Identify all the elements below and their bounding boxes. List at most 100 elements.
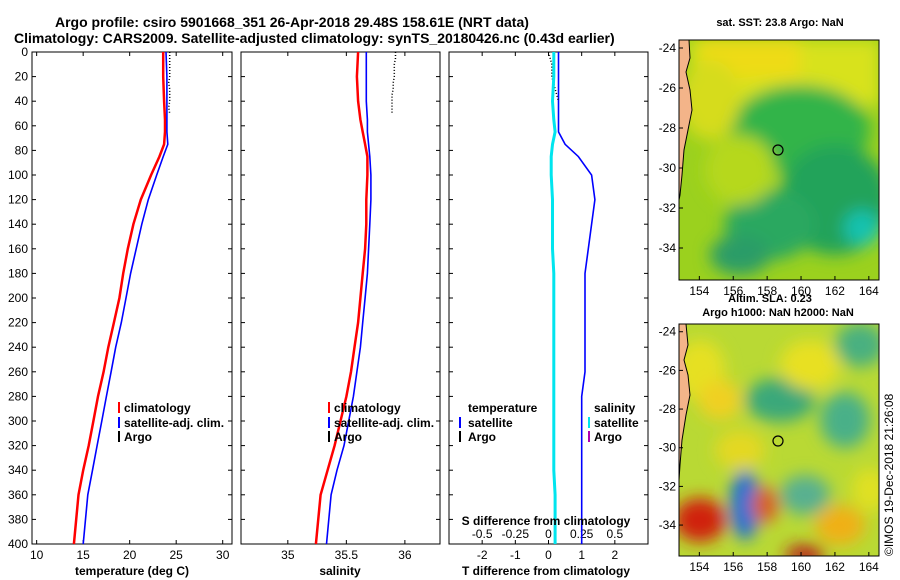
sst-land (679, 40, 692, 200)
map-xtick-label: 158 (757, 284, 777, 298)
map-ytick-label: -28 (659, 402, 677, 416)
xtick-label: 2 (611, 548, 618, 562)
ytick-label: 120 (8, 193, 28, 207)
ytick-label: 200 (8, 291, 28, 305)
xtick-label: 20 (123, 548, 137, 562)
map-ytick-label: -28 (659, 121, 677, 135)
map-xtick-label: 154 (689, 284, 709, 298)
xtick2-label: 0.5 (606, 527, 623, 541)
legend-label-argo: Argo (334, 430, 362, 444)
legend-label-s-satellite: satellite (594, 416, 639, 430)
sst-argo-marker (772, 144, 784, 156)
legend-label-argo: Argo (124, 430, 152, 444)
legend-label-climatology: climatology (124, 401, 191, 415)
series-line-argo (391, 52, 397, 114)
legend-label-satellite: satellite-adj. clim. (334, 416, 434, 430)
sst-map-ticks: 154 156 158 160 162 164 -24 -26 -28 -30 -32 -34 (659, 41, 880, 298)
map-ytick-label: -30 (659, 161, 677, 175)
map-ytick-label: -34 (659, 241, 677, 255)
sst-map-title: sat. SST: 23.8 Argo: NaN (716, 17, 843, 29)
ytick-label: 400 (8, 537, 28, 551)
ytick-label: 100 (8, 168, 28, 182)
map-xtick-label: 162 (825, 560, 845, 574)
map-ytick-label: -26 (659, 81, 677, 95)
map-xtick-label: 156 (723, 560, 743, 574)
sla-argo-marker (772, 435, 784, 447)
ytick-label: 380 (8, 512, 28, 526)
ytick-label: 0 (21, 45, 28, 59)
series-line-salinity-satellite (549, 52, 557, 544)
legend-label-climatology: climatology (334, 401, 401, 415)
map-ytick-label: -26 (659, 363, 677, 377)
salinity-series (314, 51, 397, 545)
xtick-label: 15 (76, 548, 90, 562)
ytick-label: 260 (8, 365, 28, 379)
sst-coastline (679, 40, 693, 201)
ytick-label: 180 (8, 266, 28, 280)
xtick2-label: 0 (545, 527, 552, 541)
ytick-label: 300 (8, 414, 28, 428)
map-ytick-label: -24 (659, 325, 677, 339)
xtick-label: 35.5 (335, 548, 359, 562)
ytick-label: 240 (8, 340, 28, 354)
difference-panel-frame (448, 51, 649, 545)
sst-map (679, 40, 879, 280)
map-xtick-label: 160 (791, 284, 811, 298)
map-ytick-label: -34 (659, 518, 677, 532)
series-line-temperature-satellite (557, 52, 596, 544)
ytick-label: 220 (8, 316, 28, 330)
ytick-label: 320 (8, 439, 28, 453)
series-line-climatology (72, 52, 167, 545)
legend-label-t-satellite: satellite (468, 416, 513, 430)
map-xtick-label: 164 (859, 560, 879, 574)
xtick-label: 25 (170, 548, 184, 562)
xtick-label: 0 (545, 548, 552, 562)
map-xtick-label: 154 (689, 560, 709, 574)
sla-coastline (679, 324, 691, 481)
sla-map-frame (678, 323, 880, 557)
ytick-label: 20 (15, 70, 29, 84)
salinity-legend: climatology satellite-adj. clim. Argo (328, 401, 434, 444)
xtick-label: -2 (477, 548, 488, 562)
sla-map-title: Altim. SLA: 0.23 (728, 293, 812, 305)
ytick-label: 280 (8, 389, 28, 403)
series-line-satellite-adj-clim- (325, 52, 372, 545)
xtick-label: 1 (578, 548, 585, 562)
xtick-label: -1 (510, 548, 521, 562)
difference-xlabel: T difference from climatology (462, 564, 630, 578)
ytick-label: 40 (15, 94, 29, 108)
legend-label-s-argo: Argo (594, 430, 622, 444)
series-line-temperature-argo (547, 51, 560, 102)
sla-map-ticks: 154 156 158 160 162 164 -24 -26 -28 -30 -32 -34 (659, 325, 880, 574)
legend-label-satellite: satellite-adj. clim. (124, 416, 224, 430)
temperature-series (72, 51, 171, 545)
legend-label-t-argo: Argo (468, 430, 496, 444)
map-xtick-label: 164 (859, 284, 879, 298)
difference-axes: -2 -1 0 1 2-0.5 -0.25 0 0.25 0.5 (449, 51, 648, 562)
xtick2-label: -0.5 (472, 527, 493, 541)
legend-title-salinity: salinity (594, 401, 636, 415)
difference-xlabel2: S difference from climatology (462, 514, 631, 528)
temperature-xlabel: temperature (deg C) (75, 564, 189, 578)
ytick-label: 160 (8, 242, 28, 256)
legend-title-temperature: temperature (468, 401, 538, 415)
sla-map-subtitle: Argo h1000: NaN h2000: NaN (702, 307, 854, 319)
series-line-satellite-adj-clim- (82, 51, 169, 545)
series-line-argo (167, 52, 171, 114)
xtick-label: 10 (30, 548, 44, 562)
map-ytick-label: -32 (659, 479, 677, 493)
map-xtick-label: 160 (791, 560, 811, 574)
footer-credit: ©IMOS 19-Dec-2018 21:26:08 (882, 393, 896, 556)
salinity-panel-frame (240, 51, 441, 545)
ytick-label: 360 (8, 488, 28, 502)
series-line-climatology (314, 51, 369, 545)
salinity-xlabel: salinity (319, 564, 361, 578)
map-xtick-label: 158 (757, 560, 777, 574)
xtick-label: 30 (216, 548, 230, 562)
ytick-label: 140 (8, 217, 28, 231)
difference-legend: temperature satellite Argo salinity sate… (459, 401, 639, 444)
sst-map-frame (678, 39, 880, 281)
ytick-label: 80 (15, 143, 29, 157)
map-ytick-label: -30 (659, 441, 677, 455)
